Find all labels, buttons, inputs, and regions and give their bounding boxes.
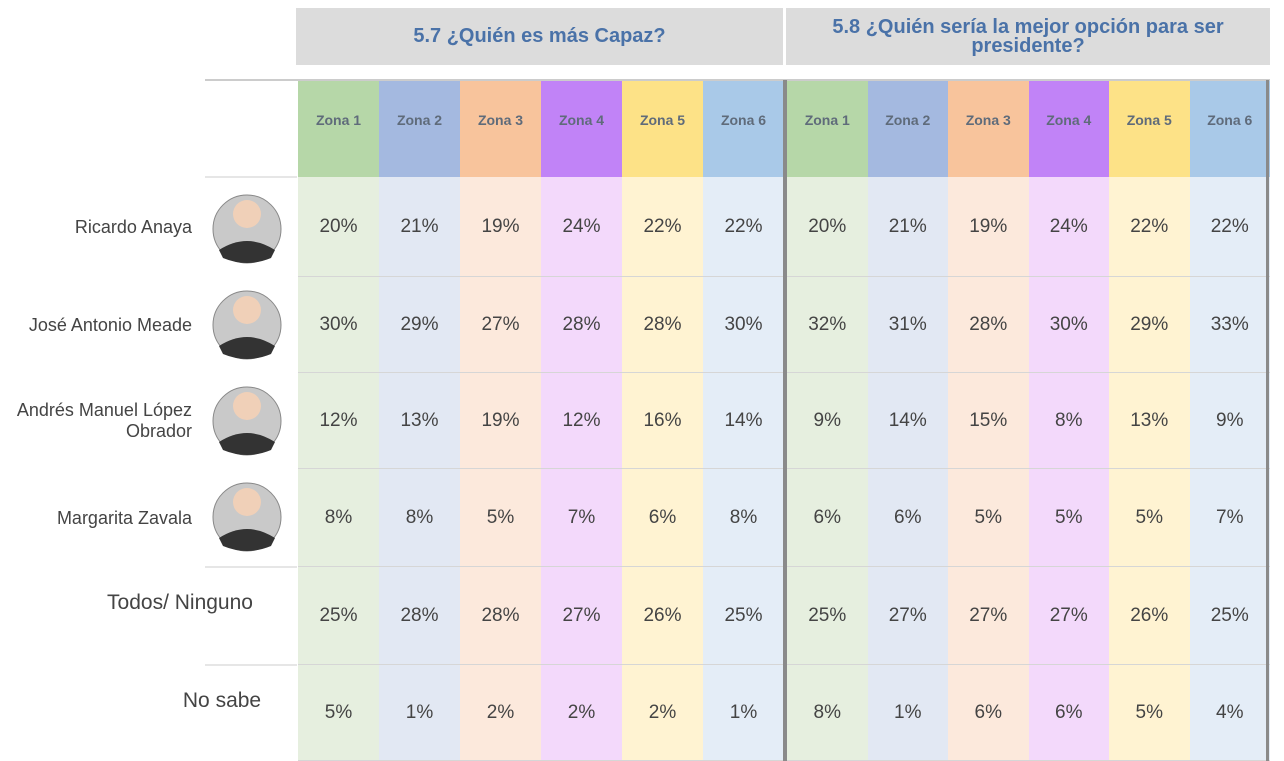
value-cell: 21% <box>867 177 948 277</box>
value-cell: 1% <box>379 665 460 761</box>
zone-header: Zona 5 <box>622 81 703 177</box>
value-cell: 26% <box>1109 567 1190 665</box>
value-cell: 8% <box>1028 373 1109 469</box>
value-cell: 25% <box>787 567 868 665</box>
value-cell: 25% <box>703 567 784 665</box>
value-cell: 2% <box>460 665 541 761</box>
value-cell: 6% <box>622 469 703 567</box>
value-cell: 13% <box>1109 373 1190 469</box>
value-cell: 5% <box>948 469 1029 567</box>
zone-header: Zona 3 <box>948 81 1029 177</box>
value-cell: 25% <box>298 567 379 665</box>
value-cell: 5% <box>460 469 541 567</box>
value-cell: 14% <box>703 373 784 469</box>
group-title: 5.7 ¿Quién es más Capaz? <box>296 8 783 65</box>
value-cell: 27% <box>541 567 622 665</box>
value-cell: 31% <box>867 277 948 373</box>
value-cell: 19% <box>948 177 1029 277</box>
row-label: Todos/ Ninguno <box>107 591 253 614</box>
value-cell: 12% <box>298 373 379 469</box>
value-cell: 28% <box>622 277 703 373</box>
value-cell: 5% <box>1109 469 1190 567</box>
divider <box>783 80 787 761</box>
value-cell: 15% <box>948 373 1029 469</box>
value-cell: 19% <box>460 177 541 277</box>
row-label: No sabe <box>182 689 262 712</box>
value-cell: 27% <box>1028 567 1109 665</box>
value-cell: 24% <box>1028 177 1109 277</box>
value-cell: 22% <box>703 177 784 277</box>
value-cell: 6% <box>787 469 868 567</box>
value-cell: 2% <box>622 665 703 761</box>
zone-header: Zona 6 <box>703 81 784 177</box>
value-cell: 8% <box>379 469 460 567</box>
row-label: Ricardo Anaya <box>74 216 192 237</box>
value-cell: 30% <box>298 277 379 373</box>
value-cell: 7% <box>1189 469 1270 567</box>
decor <box>205 79 1270 666</box>
value-cell: 21% <box>379 177 460 277</box>
value-cell: 16% <box>622 373 703 469</box>
zone-header: Zona 1 <box>298 81 379 177</box>
value-cell: 4% <box>1189 665 1270 761</box>
row-label: Andrés Manuel López Obrador <box>16 400 192 441</box>
value-cell: 1% <box>867 665 948 761</box>
value-cell: 13% <box>379 373 460 469</box>
group-title: 5.8 ¿Quién sería la mejor opción para se… <box>786 8 1270 65</box>
row-label: José Antonio Meade <box>28 314 192 335</box>
value-cell: 12% <box>541 373 622 469</box>
zone-header: Zona 2 <box>867 81 948 177</box>
value-cell: 24% <box>541 177 622 277</box>
value-cell: 22% <box>1189 177 1270 277</box>
zone-header: Zona 4 <box>1028 81 1109 177</box>
value-cell: 8% <box>703 469 784 567</box>
value-cell: 30% <box>703 277 784 373</box>
value-cell: 9% <box>1189 373 1270 469</box>
value-cell: 5% <box>298 665 379 761</box>
value-cell: 22% <box>622 177 703 277</box>
value-cell: 33% <box>1189 277 1270 373</box>
divider <box>1266 80 1269 761</box>
value-cell: 28% <box>541 277 622 373</box>
value-cell: 5% <box>1028 469 1109 567</box>
value-cell: 28% <box>948 277 1029 373</box>
value-cell: 26% <box>622 567 703 665</box>
zone-header: Zona 5 <box>1109 81 1190 177</box>
zone-header: Zona 6 <box>1189 81 1270 177</box>
value-cell: 27% <box>948 567 1029 665</box>
value-cell: 5% <box>1109 665 1190 761</box>
value-cell: 28% <box>460 567 541 665</box>
value-cell: 6% <box>1028 665 1109 761</box>
value-cell: 28% <box>379 567 460 665</box>
value-cell: 29% <box>379 277 460 373</box>
value-cell: 32% <box>787 277 868 373</box>
value-cell: 6% <box>948 665 1029 761</box>
row-label: Margarita Zavala <box>56 507 192 528</box>
zone-header: Zona 4 <box>541 81 622 177</box>
zone-header: Zona 2 <box>379 81 460 177</box>
value-cell: 8% <box>787 665 868 761</box>
value-cell: 25% <box>1189 567 1270 665</box>
value-cell: 22% <box>1109 177 1190 277</box>
value-cell: 27% <box>867 567 948 665</box>
zone-header: Zona 1 <box>787 81 868 177</box>
value-cell: 20% <box>298 177 379 277</box>
value-cell: 8% <box>298 469 379 567</box>
value-cell: 1% <box>703 665 784 761</box>
value-cell: 14% <box>867 373 948 469</box>
zone-header: Zona 3 <box>460 81 541 177</box>
value-cell: 30% <box>1028 277 1109 373</box>
value-cell: 7% <box>541 469 622 567</box>
value-cell: 27% <box>460 277 541 373</box>
value-cell: 2% <box>541 665 622 761</box>
value-cell: 20% <box>787 177 868 277</box>
value-cell: 29% <box>1109 277 1190 373</box>
value-cell: 9% <box>787 373 868 469</box>
value-cell: 6% <box>867 469 948 567</box>
value-cell: 19% <box>460 373 541 469</box>
